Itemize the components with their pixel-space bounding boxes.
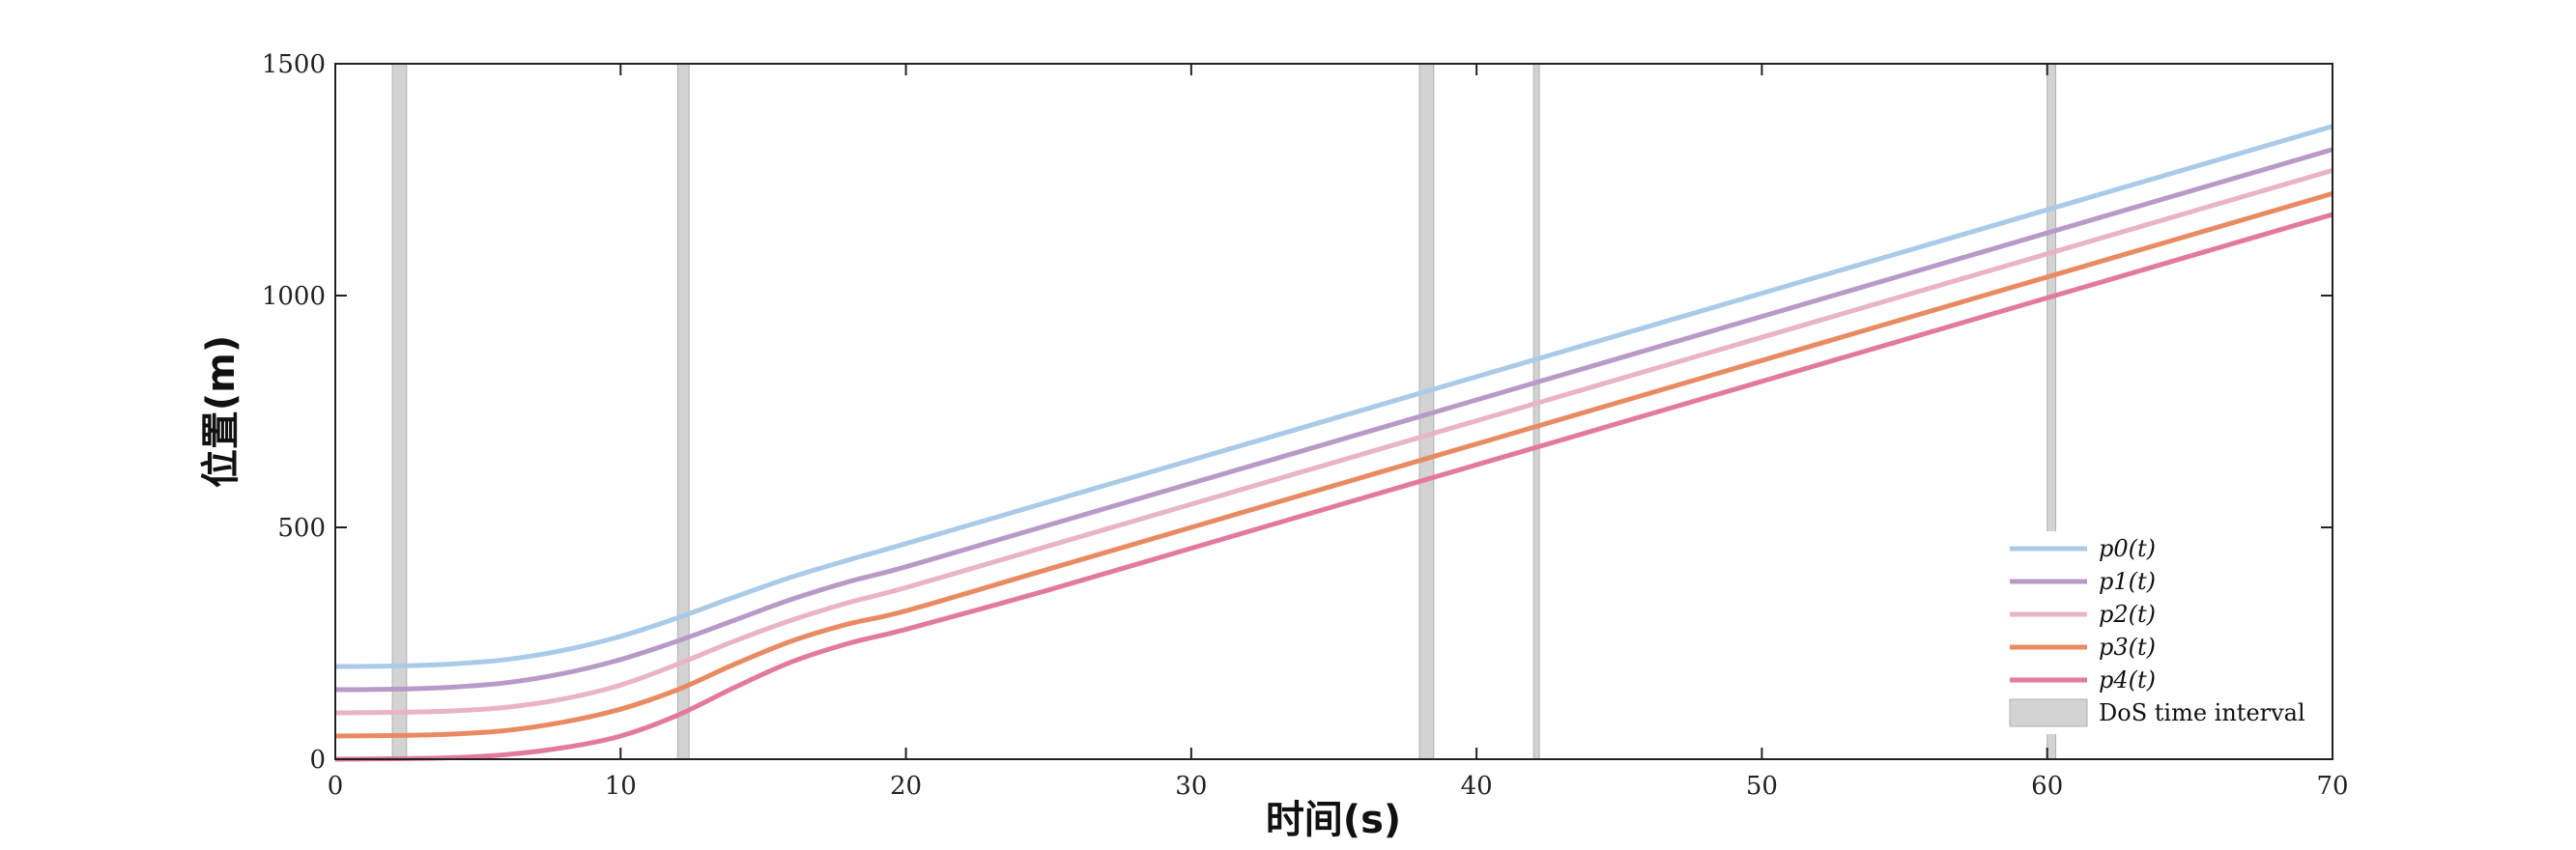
y-tick-label-3: 1500 (262, 50, 326, 79)
legend-label-p0: p0(t) (2099, 535, 2156, 562)
series-line-p2 (334, 168, 2333, 716)
x-tick-label-4: 40 (1461, 772, 1493, 801)
series-line-p0 (334, 124, 2333, 669)
legend-label-p1: p1(t) (2099, 568, 2156, 595)
series-line-p3 (334, 191, 2333, 739)
tick-layer: 0 10 20 30 40 50 60 70 0 500 1000 1500 (262, 50, 2349, 801)
series-line-p1 (334, 147, 2333, 693)
x-tick-label-6: 60 (2031, 772, 2063, 801)
plot-frame (334, 63, 2333, 760)
y-axis-label: 位置(m) (199, 335, 243, 488)
x-tick-label-1: 10 (605, 772, 637, 801)
x-tick-label-0: 0 (328, 772, 344, 801)
legend-swatch-dos (2009, 698, 2088, 727)
dos-interval-1 (676, 63, 690, 760)
x-tick-label-7: 70 (2316, 772, 2348, 801)
y-tick-label-1: 500 (277, 514, 326, 543)
y-tick-label-0: 0 (309, 746, 326, 775)
x-axis-label: 时间(s) (1266, 798, 1401, 842)
x-tick-label-2: 20 (890, 772, 922, 801)
y-tick-label-2: 1000 (262, 282, 326, 311)
x-tick-label-3: 30 (1175, 772, 1207, 801)
dos-interval-0 (391, 63, 408, 760)
x-tick-label-5: 50 (1746, 772, 1778, 801)
legend-label-p4: p4(t) (2099, 666, 2156, 694)
legend-label-dos: DoS time interval (2099, 699, 2305, 726)
series-line-p4 (334, 212, 2333, 762)
series-layer (334, 124, 2333, 762)
legend-label-p2: p2(t) (2099, 601, 2156, 628)
legend: p0(t) p1(t) p2(t) p3(t) p4(t) DoS time interv… (2000, 531, 2329, 734)
dos-interval-layer (391, 63, 2057, 760)
legend-label-p3: p3(t) (2099, 634, 2156, 661)
dos-interval-3 (1532, 63, 1540, 760)
